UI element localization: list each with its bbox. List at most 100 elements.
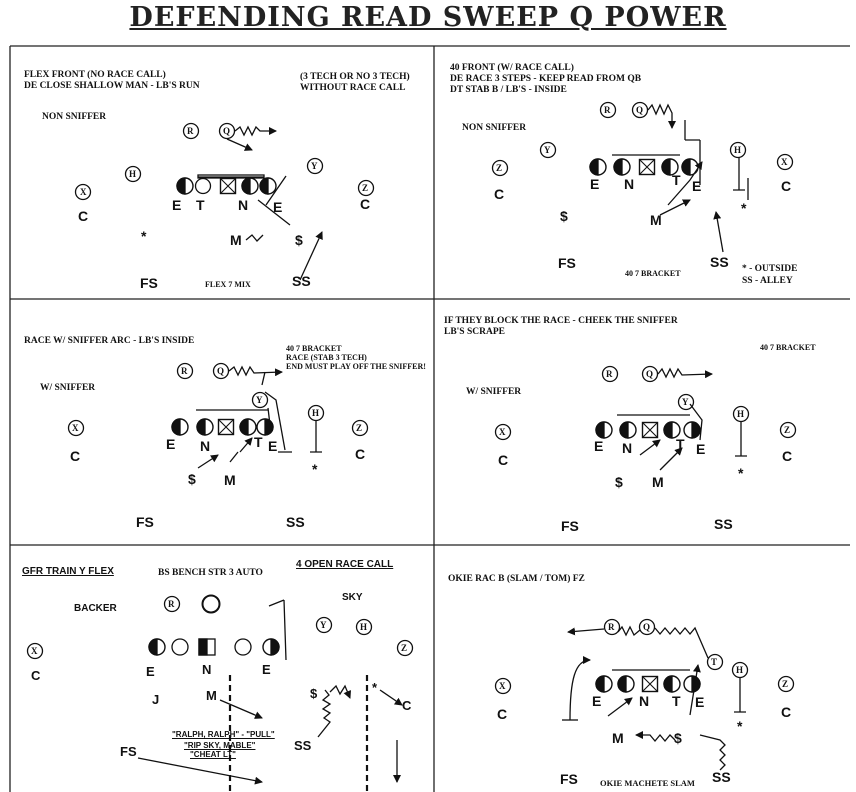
panel-3-heading-1: RACE W/ SNIFFER ARC - LB'S INSIDE: [24, 336, 195, 346]
p2-circle-R: R: [604, 105, 611, 115]
p2-label-FS: FS: [558, 255, 576, 271]
panel-1-sniffer: NON SNIFFER: [42, 112, 107, 122]
p4-circle-X: X: [499, 427, 506, 437]
panel-grid: [9, 45, 850, 792]
p3-circle-H: H: [312, 408, 320, 418]
p1-label-T: T: [196, 197, 205, 213]
panel-4-diagram: [494, 365, 797, 471]
p3-label-C2: C: [355, 446, 366, 462]
p1-label-FS: FS: [140, 275, 158, 291]
p2-label-T: T: [672, 172, 681, 188]
p4-label-E: E: [594, 438, 604, 454]
p4-label-N: N: [622, 440, 633, 456]
panel-5-call-3: "CHEAT LT": [190, 750, 236, 759]
page-title: DEFENDING READ SWEEP Q POWER: [129, 2, 727, 33]
panel-3-note-2: RACE (STAB 3 TECH): [286, 353, 367, 362]
p2-label-N: N: [624, 176, 635, 192]
p2-circle-H: H: [734, 145, 742, 155]
p5-label-E: E: [146, 664, 155, 679]
p6-star: *: [737, 718, 743, 734]
panel-3-sniffer: W/ SNIFFER: [40, 383, 96, 393]
panel-1-small-label: FLEX 7 MIX: [205, 280, 251, 289]
panel-6-heading-1: OKIE RAC B (SLAM / TOM) FZ: [448, 574, 585, 584]
p5-label-dollar: $: [310, 686, 318, 701]
panel-5-heading-2: BS BENCH STR 3 AUTO: [158, 568, 263, 578]
panel-6-diagram: [494, 618, 795, 771]
panel-2-outside: * - OUTSIDE: [742, 264, 798, 274]
p3-circle-Y: Y: [256, 395, 263, 405]
p2-label-SS: SS: [710, 254, 729, 270]
panel-4-bracket: 40 7 BRACKET: [760, 343, 816, 352]
p2-label-E2: E: [692, 178, 702, 194]
p2-label-E: E: [590, 176, 600, 192]
p5-circle-Y: Y: [320, 620, 327, 630]
p4-label-E2: E: [696, 441, 706, 457]
panel-2-diagram: [491, 101, 794, 253]
p2-label-C1: C: [494, 186, 505, 202]
p5-label-M: M: [206, 688, 217, 703]
panel-5-sky: SKY: [342, 592, 363, 603]
panel-1-heading-1: FLEX FRONT (NO RACE CALL): [24, 70, 166, 80]
panel-4-sniffer: W/ SNIFFER: [466, 387, 522, 397]
p5-label-C2: C: [402, 698, 412, 713]
p1-label-N: N: [238, 197, 249, 213]
p5-label-C1: C: [31, 668, 41, 683]
p4-circle-Q: Q: [646, 369, 654, 379]
p1-label-C2: C: [360, 196, 371, 212]
p4-label-C1: C: [498, 452, 509, 468]
panel-3-note-1: 40 7 BRACKET: [286, 344, 342, 353]
p5-circle-R: R: [168, 599, 175, 609]
p4-label-T: T: [676, 436, 685, 452]
panel-5-backer: BACKER: [74, 603, 117, 614]
p6-label-C1: C: [497, 706, 508, 722]
p4-circle-Y: Y: [682, 397, 689, 407]
panel-3-diagram: [67, 362, 369, 469]
p3-label-dollar: $: [188, 471, 196, 487]
p3-label-E2: E: [268, 438, 278, 454]
p5-circle-H: H: [360, 622, 368, 632]
p4-circle-H: H: [737, 409, 745, 419]
p1-circle-Z: Z: [362, 183, 369, 193]
p4-label-FS: FS: [561, 518, 579, 534]
p5-label-E2: E: [262, 662, 271, 677]
p6-label-T: T: [672, 693, 681, 709]
p5-circle-Z: Z: [401, 643, 408, 653]
p1-label-C1: C: [78, 208, 89, 224]
p3-circle-Z: Z: [356, 423, 363, 433]
p6-circle-Q: Q: [643, 622, 651, 632]
p4-label-SS: SS: [714, 516, 733, 532]
p3-label-N: N: [200, 438, 211, 454]
p6-label-E2: E: [695, 694, 705, 710]
panel-5-call-2: "RIP SKY, MABLE": [184, 741, 256, 750]
panel-4-heading-2: LB'S SCRAPE: [444, 327, 505, 337]
panel-5-diagram: [26, 594, 414, 792]
p6-label-dollar: $: [674, 730, 682, 746]
panel-5-heading-3: 4 OPEN RACE CALL: [296, 559, 394, 570]
p3-star: *: [312, 461, 318, 477]
p1-circle-Q: Q: [223, 126, 231, 136]
p2-label-M: M: [650, 212, 662, 228]
p1-star: *: [141, 228, 147, 244]
p3-label-M: M: [224, 472, 236, 488]
p4-label-M: M: [652, 474, 664, 490]
panel-2-alley: SS - ALLEY: [742, 276, 793, 286]
p2-circle-Z: Z: [496, 163, 503, 173]
p5-label-SS: SS: [294, 738, 312, 753]
panel-1-note-1: (3 TECH OR NO 3 TECH): [300, 72, 410, 82]
p4-label-dollar: $: [615, 474, 623, 490]
p3-label-C1: C: [70, 448, 81, 464]
p3-circle-Q: Q: [217, 366, 225, 376]
panel-2-heading-3: DT STAB B / LB'S - INSIDE: [450, 85, 567, 95]
p1-label-E2: E: [273, 199, 283, 215]
panel-2-heading-2: DE RACE 3 STEPS - KEEP READ FROM QB: [450, 74, 642, 84]
p6-circle-R: R: [608, 622, 615, 632]
p5-circle-X: X: [31, 646, 38, 656]
p4-circle-Z: Z: [784, 425, 791, 435]
panel-1-diagram: [74, 122, 375, 281]
p6-label-M: M: [612, 730, 624, 746]
panel-5-heading-1: GFR TRAIN Y FLEX: [22, 566, 114, 577]
p1-circle-H: H: [129, 169, 137, 179]
p5-label-J: J: [152, 692, 160, 707]
p6-label-N: N: [639, 693, 650, 709]
